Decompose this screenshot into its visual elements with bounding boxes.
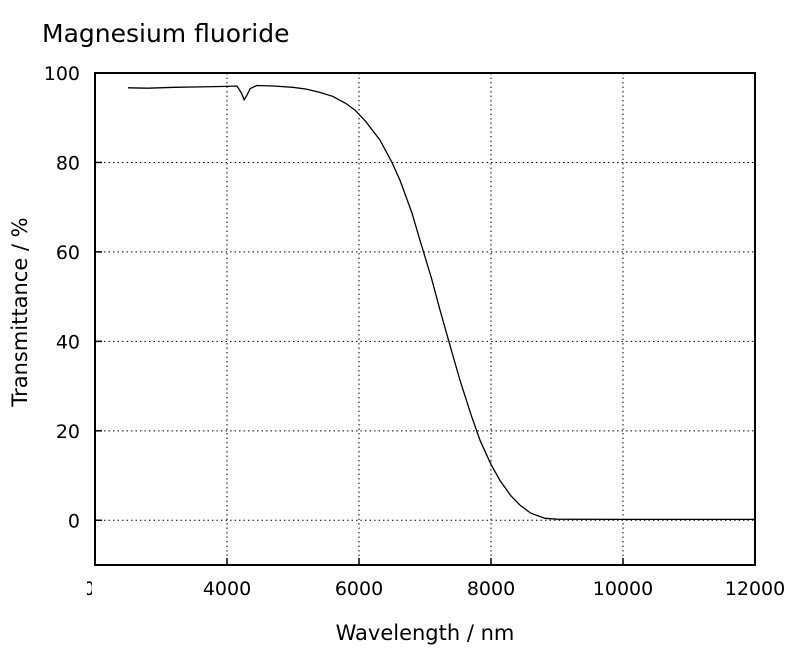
x-tick-label: 6000 [335,578,383,600]
ticks: 20004000600080001000012000020406080100 [44,63,785,603]
x-tick-label: 10000 [593,578,653,600]
plot-frame [94,72,756,566]
chart-title: Magnesium fluoride [42,19,289,48]
y-tick-label: 0 [68,510,80,532]
y-tick-label: 100 [44,63,80,85]
grid [95,73,755,565]
x-tick-label: 8000 [467,578,515,600]
x-axis-label: Wavelength / nm [336,621,515,645]
x-tick-label: 12000 [725,578,785,600]
y-tick-label: 20 [56,421,80,443]
y-tick-label: 60 [56,242,80,264]
y-tick-label: 40 [56,331,80,353]
y-axis-label: Transmittance / % [8,217,32,407]
transmittance-line [127,84,755,521]
y-tick-label: 80 [56,152,80,174]
x-tick-label: 4000 [203,578,251,600]
